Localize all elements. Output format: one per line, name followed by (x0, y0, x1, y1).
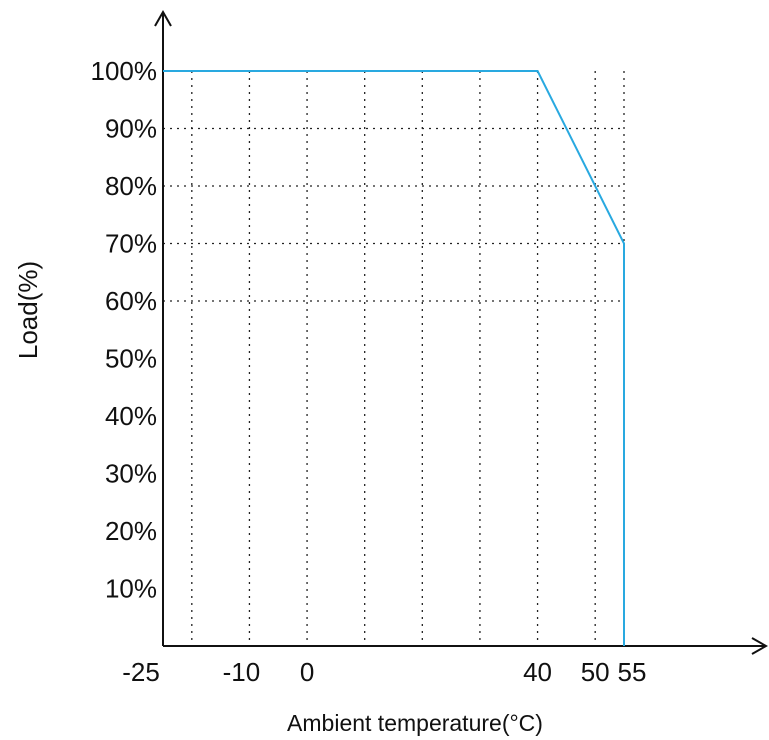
x-axis-arrow-icon (751, 637, 769, 655)
y-tick-label: 90% (105, 114, 157, 144)
x-tick-label: 0 (300, 657, 314, 687)
axes (154, 9, 769, 655)
series-layer (163, 70, 625, 646)
x-tick-labels: -25 -10 0 40 50 55 (122, 657, 646, 687)
x-tick-label: 50 (581, 657, 610, 687)
x-tick-label: 55 (618, 657, 647, 687)
grid-lines (163, 71, 625, 646)
y-axis-arrow-icon (154, 9, 172, 27)
series-line (163, 70, 625, 646)
y-tick-label: 80% (105, 171, 157, 201)
y-tick-label: 20% (105, 516, 157, 546)
x-tick-label: -10 (223, 657, 261, 687)
y-tick-label: 100% (91, 56, 158, 86)
y-tick-label: 50% (105, 344, 157, 374)
y-tick-label: 10% (105, 574, 157, 604)
x-tick-label: -25 (122, 657, 160, 687)
y-tick-label: 40% (105, 401, 157, 431)
x-tick-label: 40 (523, 657, 552, 687)
y-axis-label: Load(%) (13, 261, 43, 359)
y-tick-label: 70% (105, 229, 157, 259)
y-tick-label: 60% (105, 286, 157, 316)
y-tick-labels: 100% 90% 80% 70% 60% 50% 40% 30% 20% 10% (91, 56, 158, 604)
x-axis-label: Ambient temperature(°C) (287, 710, 543, 736)
y-tick-label: 30% (105, 459, 157, 489)
